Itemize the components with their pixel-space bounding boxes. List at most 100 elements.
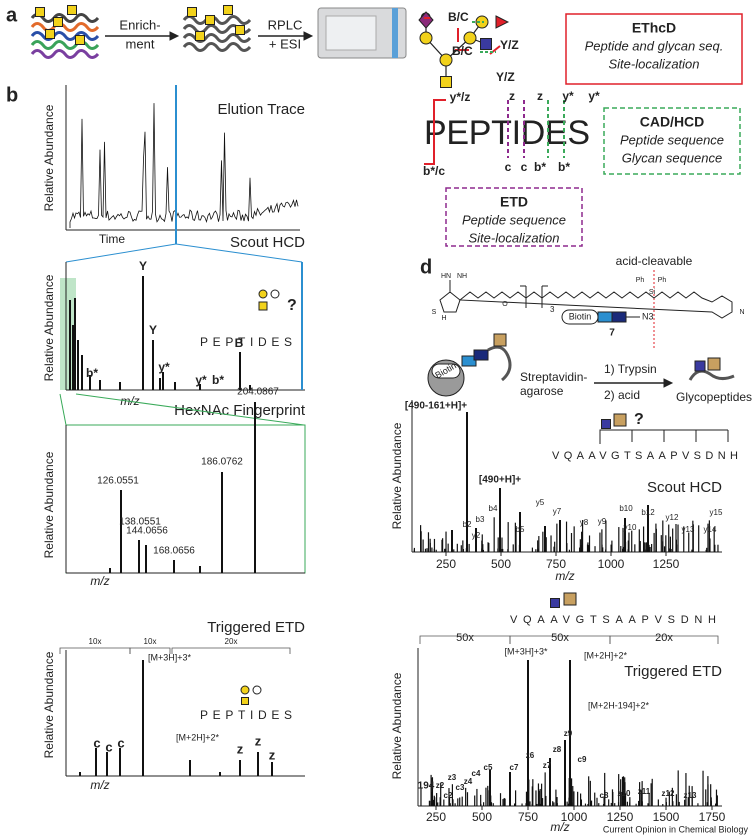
atom-label: O	[502, 301, 508, 308]
glycan-square	[75, 35, 85, 45]
peptide-strand	[688, 369, 735, 381]
glycan-circle	[240, 685, 250, 695]
method-text: Site-localization	[608, 56, 699, 71]
ion-label: c	[521, 160, 528, 174]
peptide-strand	[30, 49, 100, 59]
method-title: EThcD	[632, 20, 676, 36]
annotation: 3	[550, 305, 555, 314]
ion-label: B/C	[452, 44, 473, 58]
annotation: acid-cleavable	[616, 254, 693, 268]
ion-label: y*	[562, 89, 574, 103]
plot-title: Scout HCD	[647, 479, 722, 496]
glycan-square	[480, 38, 492, 50]
annotation: agarose	[520, 384, 564, 398]
x-tick-label: 500	[472, 810, 492, 824]
biotin-tag	[431, 363, 461, 379]
atom-label: S	[432, 309, 437, 316]
glycan-square	[550, 598, 560, 608]
ion-label: b2	[463, 520, 472, 529]
zoom-line	[65, 243, 177, 263]
axis-label: Time	[99, 232, 126, 246]
method-box	[603, 107, 741, 175]
method-text: Peptide sequence	[620, 132, 724, 147]
linker-block	[597, 311, 613, 323]
peptide-sequence: VQAAVGTSAAPVSDNH	[510, 614, 716, 626]
peptide-strand	[30, 13, 100, 23]
ion-label: b*	[558, 160, 570, 174]
axis-label: Relative Abundance	[42, 274, 56, 381]
ion-label: b3	[476, 515, 485, 524]
glycan-square	[241, 697, 249, 705]
glycan-square	[45, 29, 55, 39]
x-tick-label: 250	[426, 810, 446, 824]
panel-label: b	[6, 84, 18, 106]
ion-label: y5	[536, 498, 545, 507]
peptide-strand	[487, 345, 512, 382]
atom-label: N	[739, 309, 744, 316]
ion-label: Y/Z	[496, 70, 515, 84]
method-text: Glycan sequence	[622, 150, 722, 165]
peak-label: [M+3H]+3*	[148, 652, 192, 662]
peak-label: 138.0551	[119, 517, 161, 528]
zoom-bracket	[171, 647, 291, 654]
x-tick-label: 1250	[607, 810, 634, 824]
peptide-strand	[30, 22, 100, 32]
method-box	[565, 13, 743, 85]
glycan-square	[235, 25, 245, 35]
glycan-square	[440, 76, 452, 88]
ion-label: b*/c	[423, 164, 445, 178]
peptide-strand	[182, 33, 252, 43]
glycan-square	[205, 15, 215, 25]
panel-label: a	[6, 4, 18, 26]
zoom-label: 20x	[655, 632, 673, 644]
glycan-circle	[439, 53, 453, 67]
peak-label: Y	[139, 259, 147, 273]
axis-label: m/z	[90, 574, 109, 588]
peak-label: [M+3H]+3*	[504, 646, 548, 656]
ion-label: z	[255, 733, 262, 748]
glycan-square	[195, 31, 205, 41]
label: RPLC	[268, 17, 303, 32]
glycan-square	[223, 5, 233, 15]
linker-block	[461, 355, 477, 367]
ion-label: c3	[456, 783, 465, 792]
peak-label: 168.0656	[153, 546, 195, 557]
glycan-square	[601, 419, 611, 429]
ion-label: z	[509, 89, 515, 103]
zoom-bracket	[129, 647, 171, 654]
cleavage-mark	[424, 99, 446, 165]
ion-label: b4	[489, 504, 498, 513]
axis-label: Relative Abundance	[42, 451, 56, 558]
x-tick-label: 750	[518, 810, 538, 824]
x-tick-label: 500	[491, 557, 511, 571]
glycan-circle	[463, 31, 477, 45]
zoom-label: 10x	[144, 637, 157, 646]
linker-block	[473, 349, 489, 361]
query-mark: ?	[634, 411, 644, 428]
ion-label: z4	[464, 777, 473, 786]
peak-label: Y	[149, 323, 157, 337]
ion-label: y*/z	[450, 90, 471, 104]
peptide-strand	[30, 31, 100, 41]
tag-label: Biotin	[569, 311, 592, 321]
zoom-label: 20x	[225, 637, 238, 646]
ion-label: z7	[543, 761, 552, 770]
peptide-strand	[182, 42, 252, 52]
peak-label: b*	[86, 366, 98, 380]
ion-label: y8	[580, 518, 589, 527]
peak-label: [M+2H-194]+2*	[588, 700, 650, 710]
azide-label: N3	[642, 311, 654, 321]
x-tick-label: 250	[436, 557, 456, 571]
ion-label: y15	[710, 508, 723, 517]
zoom-line	[175, 243, 303, 263]
ion-label: c	[117, 735, 124, 750]
ion-label: b*	[534, 160, 546, 174]
peak-label: [490+H]+	[479, 475, 521, 486]
atom-label: Ph	[636, 277, 645, 284]
ion-label: b10	[619, 504, 633, 513]
peak-label: 194	[418, 781, 435, 792]
peptide-sequence: PEPTIDES	[200, 708, 292, 722]
glycan-circle	[270, 289, 280, 299]
ion-label: B/C	[448, 10, 469, 24]
